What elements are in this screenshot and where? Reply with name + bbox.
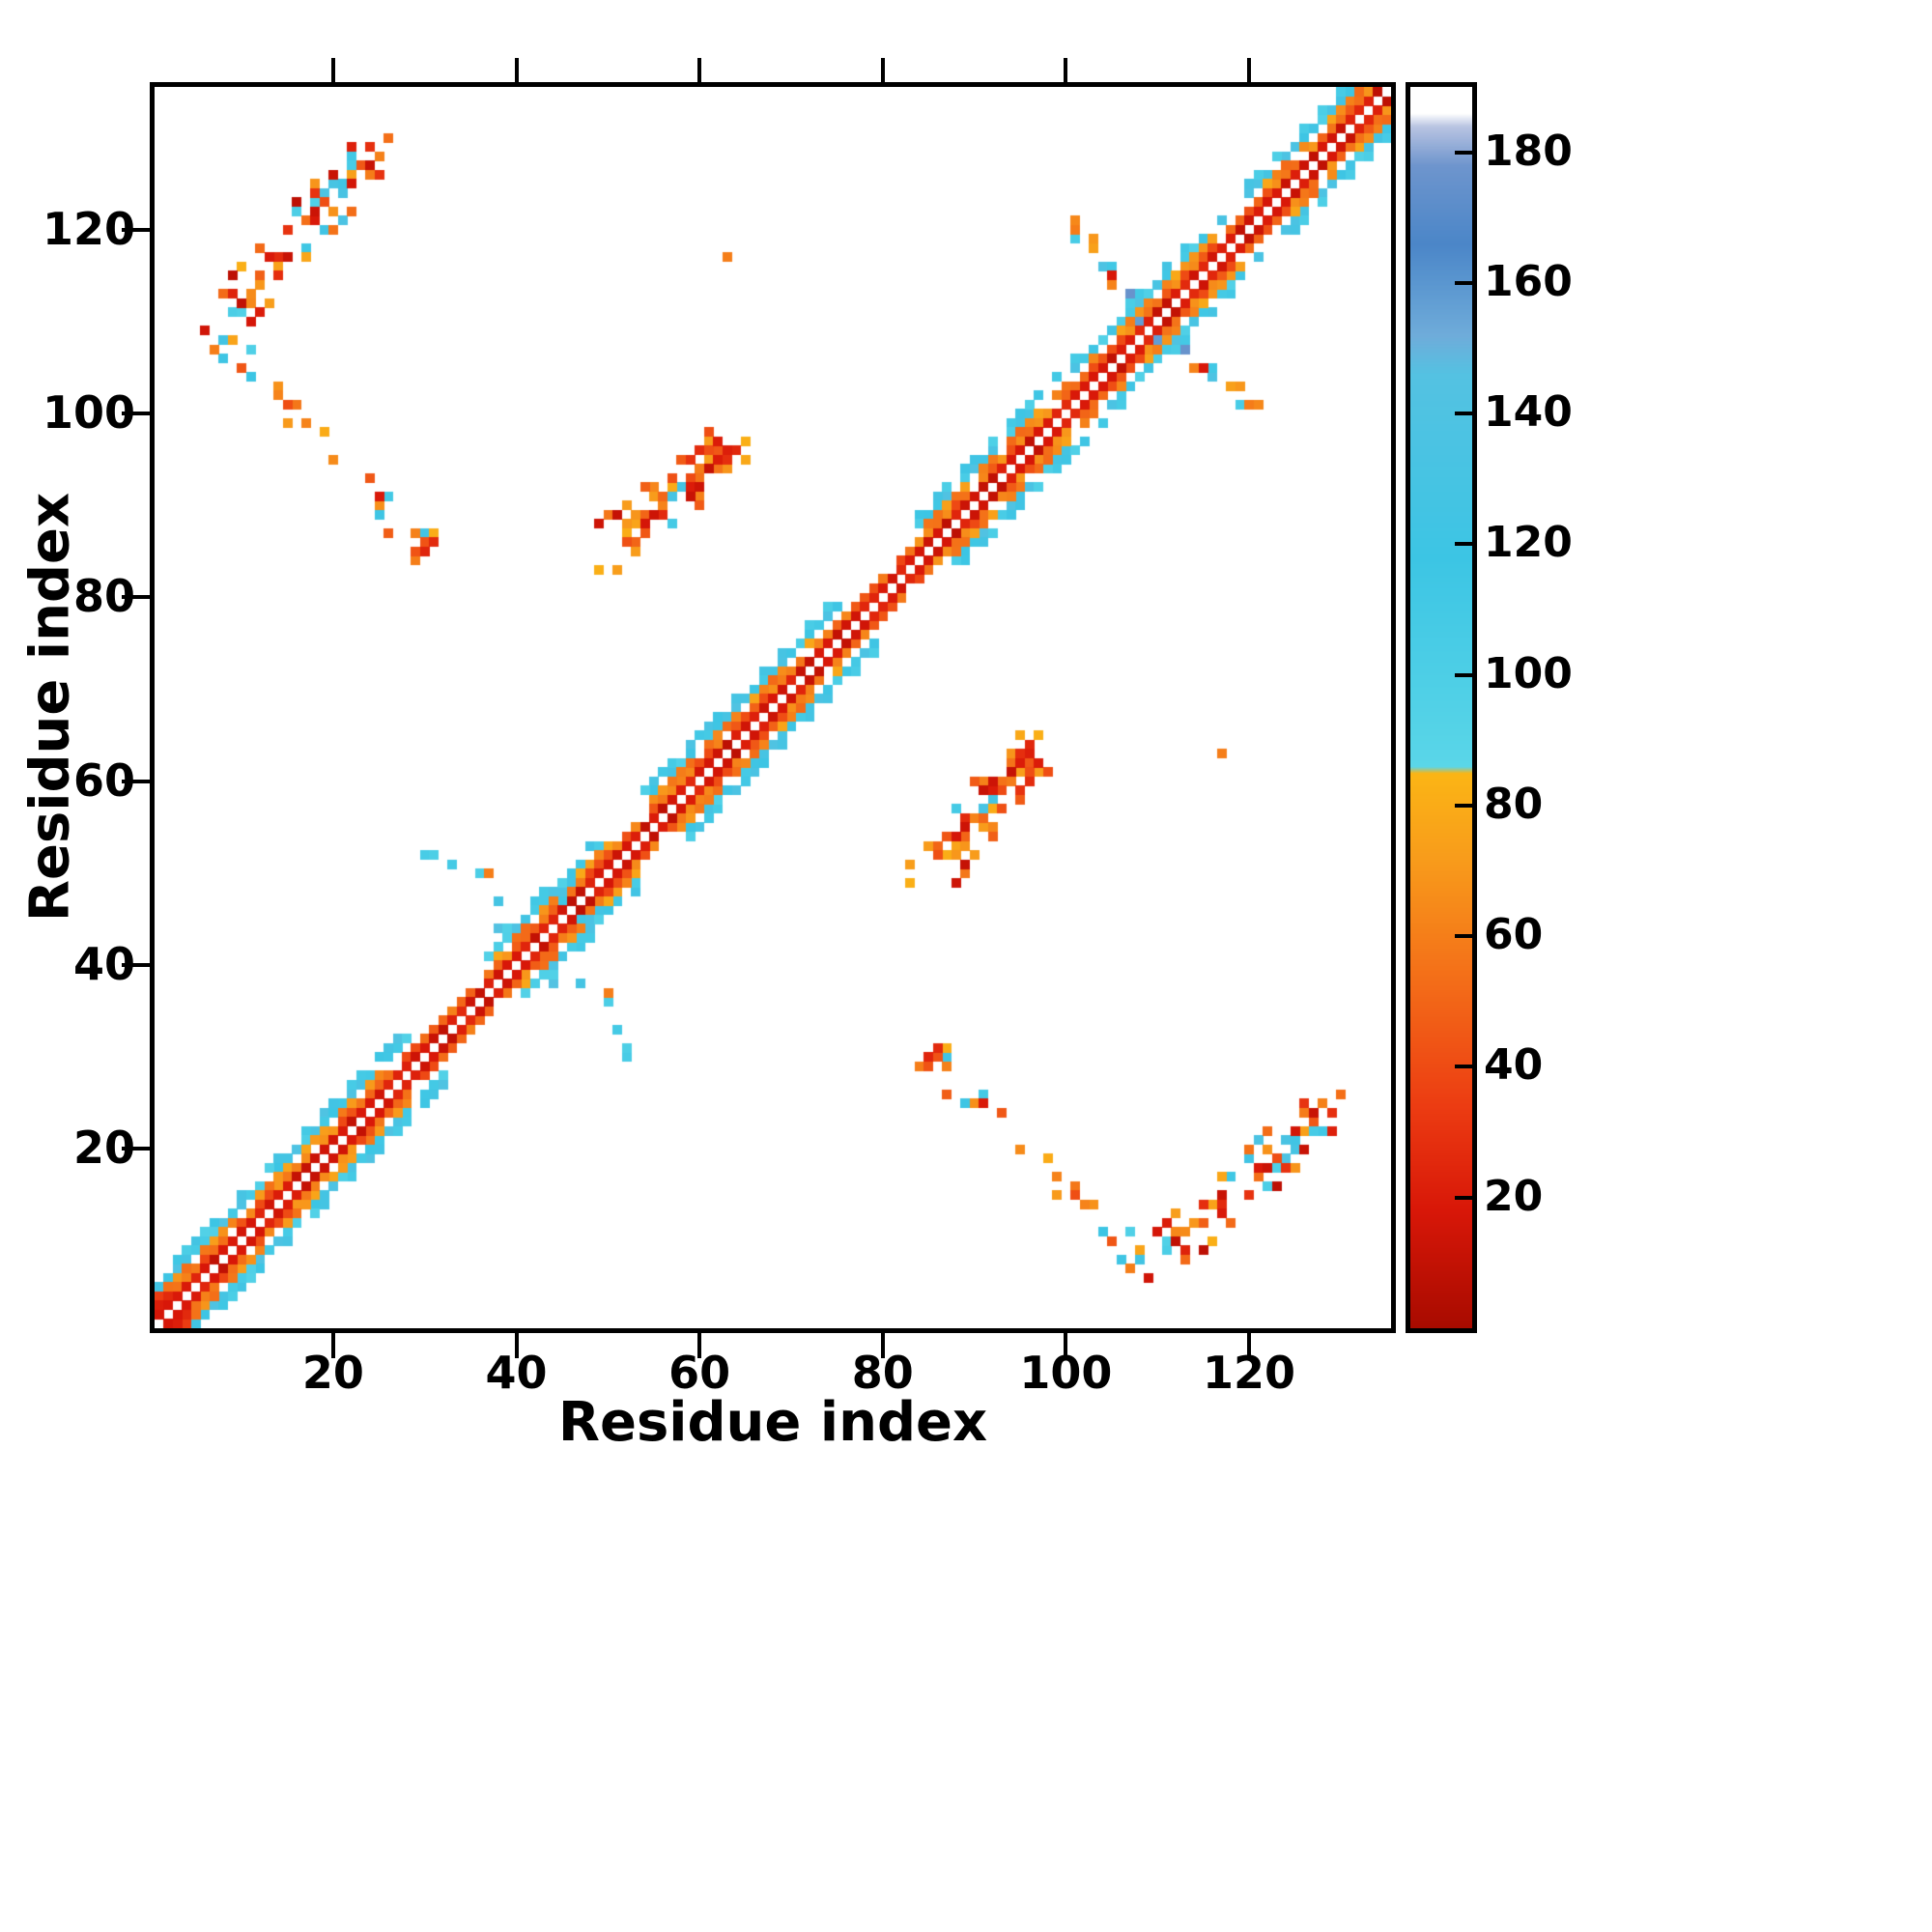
colorbar-frame <box>1406 82 1477 1333</box>
x-tick-mark-top <box>514 58 519 82</box>
x-tick-mark-bottom <box>1064 1333 1068 1358</box>
colorbar-tick-mark <box>1455 1195 1472 1200</box>
y-tick-mark-left <box>122 227 150 232</box>
x-tick-mark-bottom <box>330 1333 335 1358</box>
plot-frame <box>150 82 1396 1333</box>
y-tick-label: 80 <box>72 570 135 623</box>
y-tick-mark-left <box>122 1147 150 1151</box>
y-tick-label: 60 <box>72 753 135 807</box>
colorbar-tick-mark <box>1455 672 1472 677</box>
colorbar-canvas <box>1410 87 1472 1328</box>
y-tick-mark-left <box>122 963 150 968</box>
y-tick-label: 40 <box>72 938 135 991</box>
colorbar-tick-mark <box>1455 934 1472 939</box>
colorbar-tick-label: 140 <box>1484 387 1573 438</box>
x-tick-mark-top <box>1247 58 1252 82</box>
y-tick-label: 100 <box>42 385 135 439</box>
y-tick-label: 20 <box>72 1122 135 1175</box>
heatmap-canvas <box>155 87 1391 1328</box>
y-tick-label: 120 <box>42 202 135 255</box>
colorbar-tick-mark <box>1455 1065 1472 1069</box>
colorbar-tick-label: 60 <box>1484 910 1544 960</box>
colorbar-tick-mark <box>1455 280 1472 285</box>
x-tick-mark-bottom <box>697 1333 702 1358</box>
colorbar-tick-label: 100 <box>1484 648 1573 698</box>
colorbar-tick-label: 80 <box>1484 779 1544 829</box>
y-tick-mark-left <box>122 779 150 783</box>
x-tick-mark-top <box>697 58 702 82</box>
colorbar-tick-mark <box>1455 412 1472 416</box>
y-axis-title: Residue index <box>18 492 82 923</box>
y-tick-mark-left <box>122 411 150 415</box>
colorbar-tick-mark <box>1455 803 1472 808</box>
x-tick-mark-bottom <box>514 1333 519 1358</box>
colorbar-tick-label: 40 <box>1484 1040 1544 1091</box>
x-tick-mark-top <box>330 58 335 82</box>
colorbar-tick-label: 160 <box>1484 256 1573 306</box>
x-axis-title: Residue index <box>557 1391 988 1454</box>
colorbar-tick-label: 180 <box>1484 126 1573 176</box>
y-tick-mark-left <box>122 595 150 600</box>
colorbar-tick-mark <box>1455 150 1472 155</box>
x-tick-mark-top <box>880 58 885 82</box>
colorbar-tick-mark <box>1455 542 1472 547</box>
colorbar-tick-label: 20 <box>1484 1171 1544 1221</box>
x-tick-mark-bottom <box>880 1333 885 1358</box>
colorbar-tick-label: 120 <box>1484 518 1573 568</box>
x-tick-mark-bottom <box>1247 1333 1252 1358</box>
x-tick-mark-top <box>1064 58 1068 82</box>
